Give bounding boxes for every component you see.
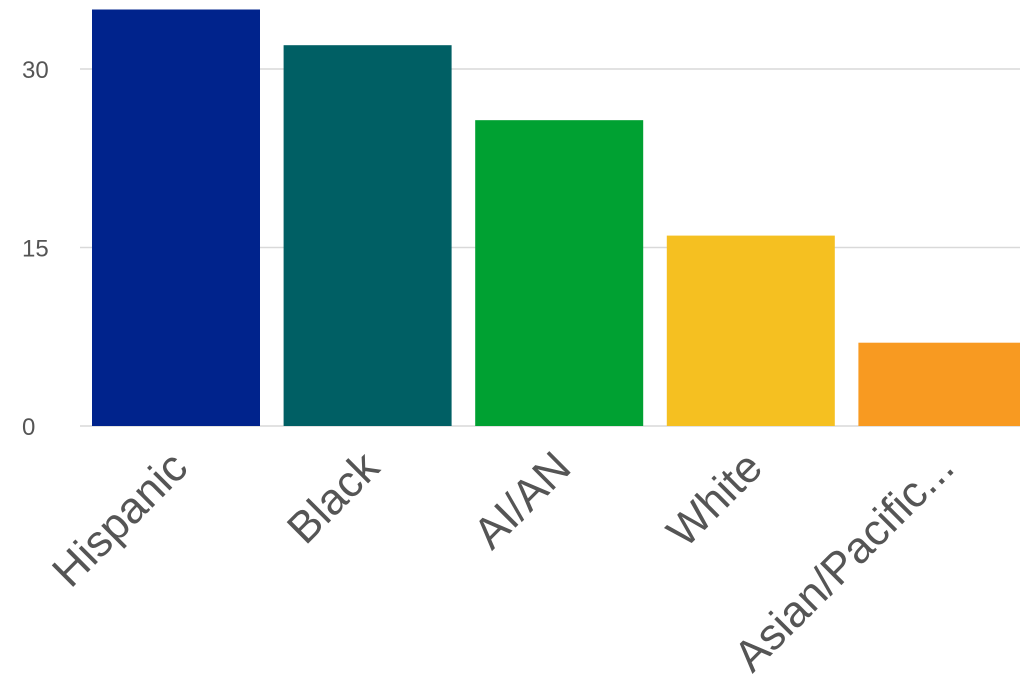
bar-ai-an [475, 120, 644, 427]
x-category-label: Hispanic [43, 442, 197, 596]
bars [92, 9, 1020, 427]
bar-hispanic [92, 9, 260, 426]
bar-white [666, 235, 835, 426]
x-category-label: Black [278, 442, 389, 553]
x-category-label: AI/AN [464, 442, 580, 558]
y-tick-label: 0 [22, 414, 35, 441]
y-tick-label: 30 [22, 57, 49, 84]
y-axis-ticks: 0 15 30 [22, 57, 49, 441]
x-axis-labels: Hispanic Black AI/AN WhiteAsian/Pacific... [43, 442, 963, 681]
x-category-label: White [658, 442, 772, 556]
bar-black [283, 45, 452, 426]
y-tick-label: 15 [22, 236, 49, 263]
bar-asian-pacific [858, 342, 1020, 426]
